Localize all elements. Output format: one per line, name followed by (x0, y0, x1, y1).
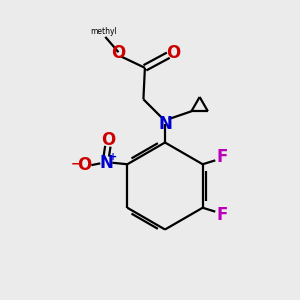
Text: O: O (101, 131, 115, 148)
Text: −: − (70, 158, 81, 170)
Text: O: O (78, 156, 92, 174)
Text: methyl: methyl (90, 27, 117, 36)
Text: O: O (167, 44, 181, 62)
Text: N: N (158, 115, 172, 133)
Text: O: O (111, 44, 125, 62)
Text: N: N (99, 154, 113, 172)
Text: +: + (109, 152, 117, 162)
Text: F: F (217, 206, 228, 224)
Text: F: F (217, 148, 228, 166)
